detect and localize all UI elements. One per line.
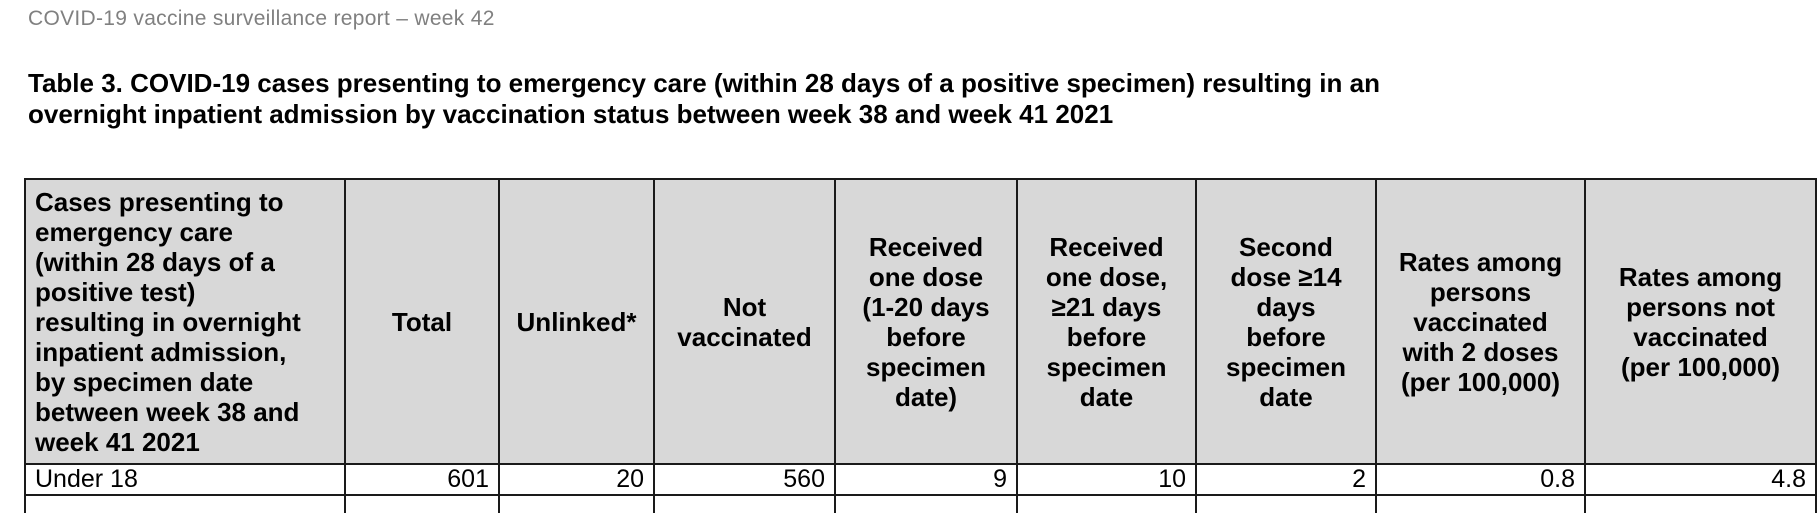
cell-one-dose-1-20-days: 9 (834, 463, 1018, 496)
header-cell-cases-description: Cases presenting to emergency care (with… (24, 178, 346, 465)
header-cell-unlinked: Unlinked* (498, 178, 655, 465)
cell-unlinked: 20 (498, 463, 655, 496)
header-cell-second-dose-14-plus-days: Second dose ≥14 days before specimen dat… (1195, 178, 1377, 465)
table-cell-empty (653, 494, 836, 513)
running-header: COVID-19 vaccine surveillance report – w… (28, 7, 495, 30)
header-cell-not-vaccinated: Not vaccinated (653, 178, 836, 465)
header-cell-one-dose-1-20-days: Received one dose (1-20 days before spec… (834, 178, 1018, 465)
header-cell-rates-vaccinated-2-doses: Rates among persons vaccinated with 2 do… (1375, 178, 1586, 465)
table-cell-empty (1016, 494, 1197, 513)
table-cell-empty (1195, 494, 1377, 513)
table-cell-empty (1584, 494, 1817, 513)
cell-rate-vaccinated-2-doses: 0.8 (1375, 463, 1586, 496)
table-row-partial-cutoff (24, 494, 1817, 513)
table-cell-empty (24, 494, 346, 513)
table-cell-empty (1375, 494, 1586, 513)
cell-rate-not-vaccinated: 4.8 (1584, 463, 1817, 496)
cell-one-dose-21-plus-days: 10 (1016, 463, 1197, 496)
row-header-under-18: Under 18 (24, 463, 346, 496)
header-cell-rates-not-vaccinated: Rates among persons not vaccinated (per … (1584, 178, 1817, 465)
table-cell-empty (498, 494, 655, 513)
header-cell-one-dose-21-plus-days: Received one dose, ≥21 days before speci… (1016, 178, 1197, 465)
table-header-row: Cases presenting to emergency care (with… (24, 178, 1817, 465)
table-title: Table 3. COVID-19 cases presenting to em… (28, 68, 1380, 129)
table-cell-empty (834, 494, 1018, 513)
covid-cases-table: Cases presenting to emergency care (with… (24, 178, 1817, 513)
header-cell-total: Total (344, 178, 500, 465)
cell-not-vaccinated: 560 (653, 463, 836, 496)
cell-total: 601 (344, 463, 500, 496)
cell-second-dose-14-plus-days: 2 (1195, 463, 1377, 496)
table-row-under-18: Under 18 601 20 560 9 10 2 0.8 4.8 (24, 463, 1817, 496)
table-cell-empty (344, 494, 500, 513)
